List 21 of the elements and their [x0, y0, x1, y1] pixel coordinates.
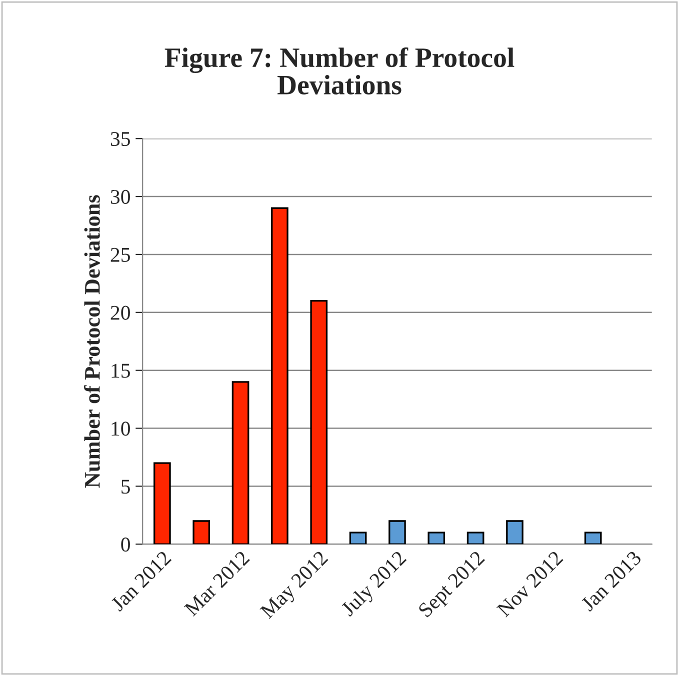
y-tick-label: 10: [112, 422, 130, 436]
bar: [232, 381, 250, 544]
chart-title: Figure 7: Number of Protocol Deviations: [164, 47, 514, 94]
bar: [310, 300, 328, 544]
y-tick-label: 15: [112, 364, 130, 378]
y-tick-label: 0: [121, 538, 130, 552]
bar: [192, 520, 210, 544]
bar: [154, 462, 171, 544]
bar: [349, 532, 367, 544]
y-tick-label: 25: [110, 248, 130, 262]
bar: [388, 520, 406, 544]
bar: [584, 532, 602, 544]
y-tick-label: 20: [110, 306, 130, 320]
bar: [466, 532, 484, 544]
bar: [428, 532, 446, 544]
y-tick-label: 35: [110, 132, 130, 146]
y-tick-label: 5: [122, 480, 130, 494]
y-axis-title: Number of Protocol Deviations: [84, 195, 100, 488]
bar: [271, 207, 288, 544]
bar: [506, 520, 524, 544]
y-tick-label: 30: [110, 190, 130, 204]
